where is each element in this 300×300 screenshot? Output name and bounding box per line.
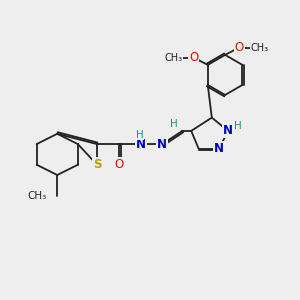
Text: methoxy: methoxy xyxy=(177,56,184,58)
Text: H: H xyxy=(170,119,177,129)
Text: H: H xyxy=(234,121,241,130)
Text: N: N xyxy=(214,142,224,155)
Text: CH₃: CH₃ xyxy=(250,43,268,52)
Text: O: O xyxy=(115,158,124,171)
Text: S: S xyxy=(93,158,101,171)
Text: O: O xyxy=(189,51,198,64)
Text: O: O xyxy=(235,41,244,54)
Text: N: N xyxy=(136,138,146,151)
Text: N: N xyxy=(223,124,233,137)
Text: CH₃: CH₃ xyxy=(28,190,47,201)
Text: H: H xyxy=(136,130,144,140)
Text: N: N xyxy=(158,138,167,151)
Text: CH₃: CH₃ xyxy=(164,52,182,62)
